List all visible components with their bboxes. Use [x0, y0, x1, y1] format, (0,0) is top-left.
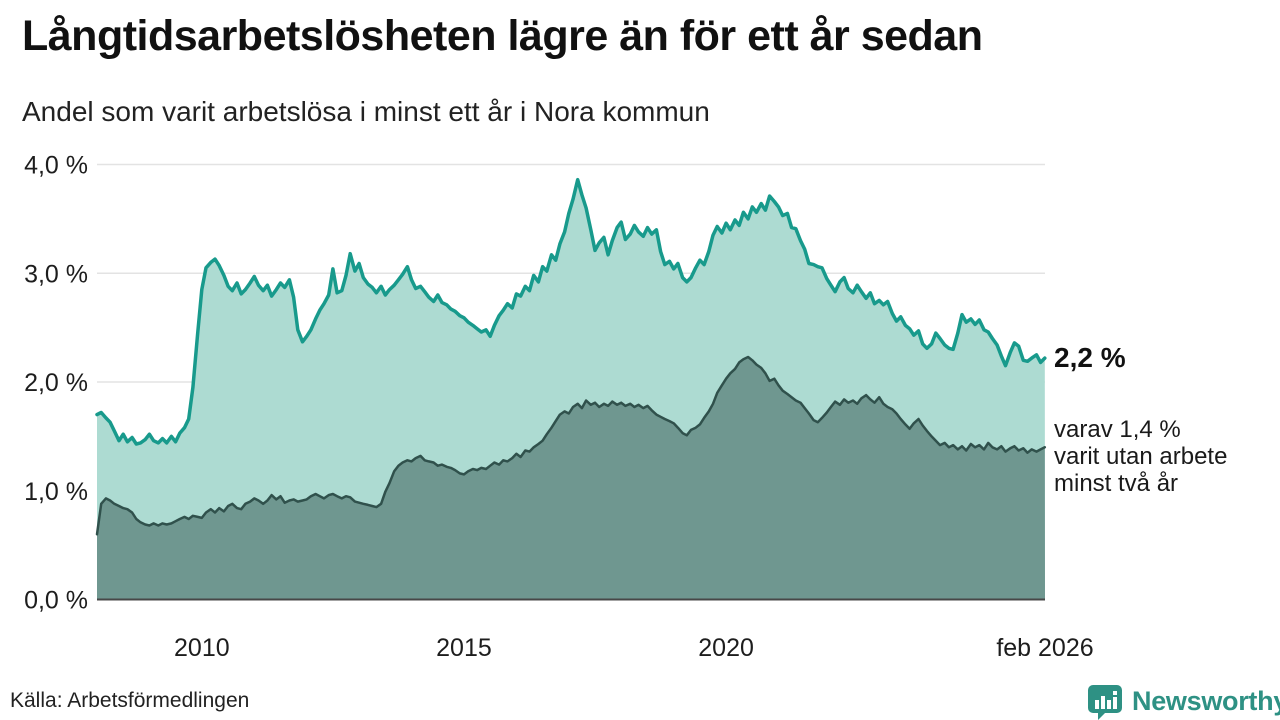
series-line-1 — [95, 177, 1047, 446]
latest-value-label: 2,2 % — [1054, 342, 1126, 373]
y-tick-label: 4,0 % — [24, 152, 88, 180]
page-title: Långtidsarbetslösheten lägre än för ett … — [22, 12, 983, 60]
source-attribution: Källa: Arbetsförmedlingen — [10, 689, 250, 712]
x-tick-label: feb 2026 — [996, 634, 1093, 662]
newsworthy-logo: Newsworthy — [1086, 683, 1280, 720]
y-tick-label: 1,0 % — [24, 478, 88, 506]
y-tick-label: 3,0 % — [24, 260, 88, 288]
x-tick-label: 2010 — [174, 634, 230, 662]
secondary-value-annotation: varav 1,4 % varit utan arbete minst två … — [1054, 416, 1227, 497]
y-tick-label: 0,0 % — [24, 587, 88, 615]
annotation-line-3: minst två år — [1054, 470, 1179, 497]
series-area-2 — [97, 357, 1045, 600]
y-tick-label: 2,0 % — [24, 369, 88, 397]
newsworthy-wordmark: Newsworthy — [1132, 686, 1280, 716]
chart-subtitle: Andel som varit arbetslösa i minst ett å… — [22, 96, 710, 127]
annotation-line-1: varav 1,4 % — [1054, 416, 1181, 443]
annotation-line-2: varit utan arbete — [1054, 443, 1228, 470]
series-line-2 — [95, 355, 1047, 536]
x-tick-label: 2015 — [436, 634, 492, 662]
x-tick-label: 2020 — [698, 634, 754, 662]
newsworthy-logo-icon — [1088, 685, 1122, 720]
